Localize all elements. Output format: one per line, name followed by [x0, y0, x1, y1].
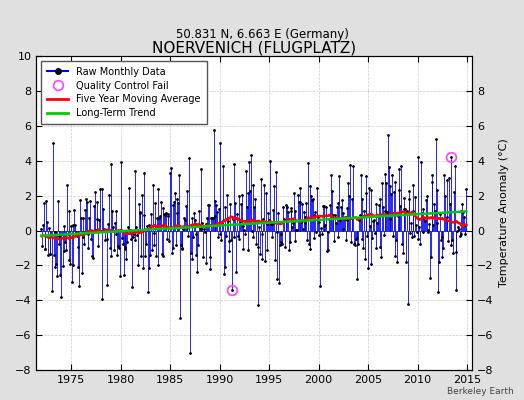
Text: Berkeley Earth: Berkeley Earth — [447, 387, 514, 396]
Y-axis label: Temperature Anomaly (°C): Temperature Anomaly (°C) — [499, 139, 509, 288]
Text: 50.831 N, 6.663 E (Germany): 50.831 N, 6.663 E (Germany) — [176, 28, 348, 41]
Legend: Raw Monthly Data, Quality Control Fail, Five Year Moving Average, Long-Term Tren: Raw Monthly Data, Quality Control Fail, … — [41, 61, 206, 124]
Title: NOERVENICH (FLUGPLATZ): NOERVENICH (FLUGPLATZ) — [152, 41, 356, 56]
